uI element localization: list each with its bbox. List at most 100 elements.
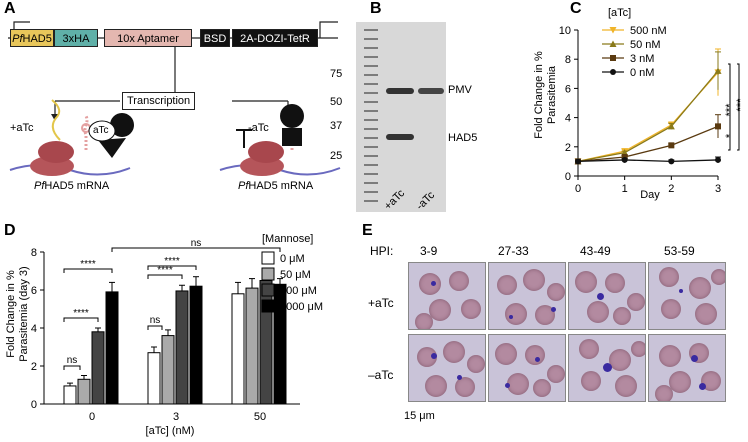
d-ylabel-1: Fold Change in % [5, 270, 17, 358]
parasite [699, 383, 706, 390]
d-bar [77, 378, 91, 405]
micrograph-tile [408, 334, 486, 402]
c-point [575, 158, 581, 165]
c-xtick-label: 1 [622, 183, 628, 195]
hpi-label: HPI: [370, 244, 394, 258]
panel-d-label: D [4, 222, 16, 239]
c-legend-label: 50 nM [630, 39, 661, 51]
parasite [603, 363, 612, 372]
d-xtick-label: 0 [89, 411, 95, 423]
c-point [621, 156, 628, 163]
red-blood-cell [695, 303, 717, 325]
micrograph-tile [488, 262, 566, 330]
c-legend-title: [aTc] [608, 7, 631, 19]
d-sig-ns2: ns [150, 315, 161, 326]
d-legend-label: 50 μM [280, 269, 311, 281]
c-point [621, 149, 629, 156]
hpi-col-2: 27-33 [498, 244, 529, 258]
red-blood-cell [615, 375, 637, 397]
d-legend-label: 0 μM [280, 253, 305, 265]
construct-3xha: 3xHA [54, 29, 98, 47]
promoter-right-arrow [319, 21, 338, 38]
c-legend-marker [609, 27, 617, 34]
d-bar [63, 385, 77, 405]
d-ytick-label: 2 [31, 361, 37, 373]
d-sig-b: **** [73, 308, 89, 319]
red-blood-cell [701, 371, 721, 391]
c-ylabel-2: Parasitemia [546, 65, 558, 124]
red-blood-cell [575, 271, 597, 293]
d-legend-swatch [261, 267, 275, 281]
parasite [535, 357, 540, 362]
micrograph-tile [488, 334, 566, 402]
red-blood-cell [659, 345, 681, 367]
scale-bar-label: 15 μm [404, 410, 435, 422]
band-had5-plus [386, 134, 414, 140]
d-legend-swatch [261, 251, 275, 265]
c-series-line [577, 159, 719, 163]
parasite [509, 315, 513, 319]
parasite [691, 355, 698, 362]
minus-atc-label: -aTc [248, 122, 269, 134]
red-blood-cell [533, 379, 551, 397]
ribosome-large-left [38, 141, 74, 163]
red-blood-cell [547, 365, 565, 383]
c-point [668, 142, 675, 149]
ribosome-large-right [248, 141, 284, 163]
c-legend-label: 0 nM [630, 67, 654, 79]
transcription-label: Transcription [122, 92, 196, 110]
red-blood-cell [613, 307, 631, 325]
d-ylabel-2: Parasitemia (day 3) [18, 266, 30, 361]
red-blood-cell [443, 341, 465, 363]
c-xtick-label: 0 [575, 183, 581, 195]
d-xlabel: [aTc] (nM) [146, 425, 195, 437]
c-ytick-label: 2 [565, 142, 571, 154]
d-bar [231, 293, 245, 405]
panel-a-diagram [8, 21, 341, 176]
red-blood-cell [525, 345, 545, 365]
d-legend-label: 1000 μM [280, 301, 323, 313]
micrograph-tile [568, 262, 646, 330]
micrograph-tile [648, 334, 726, 402]
c-point [715, 156, 721, 163]
scale-bar [410, 422, 446, 424]
red-blood-cell [417, 347, 437, 367]
d-sig-ns3: ns [191, 238, 202, 249]
red-blood-cell [627, 293, 645, 311]
c-xtick-label: 2 [668, 183, 674, 195]
aptamer-hairpin-left [83, 115, 89, 150]
band-label-pmv: PMV [448, 84, 472, 96]
marker-37: 37 [330, 120, 343, 132]
d-bar [259, 280, 273, 405]
red-blood-cell [547, 283, 565, 301]
red-blood-cell [449, 271, 469, 291]
red-blood-cell [455, 377, 475, 397]
parasite [457, 375, 462, 380]
band-label-had5: HAD5 [448, 132, 478, 144]
red-blood-cell [609, 349, 631, 371]
d-sig-a: **** [80, 259, 96, 270]
d-bar [175, 290, 189, 405]
c-legend-label: 500 nM [630, 25, 667, 37]
c-series-line [577, 125, 719, 163]
red-blood-cell [581, 371, 601, 391]
c-legend-label: 3 nM [630, 53, 654, 65]
c-ytick-label: 10 [559, 25, 571, 37]
red-blood-cell [631, 341, 645, 357]
red-blood-cell [587, 301, 609, 323]
c-point [714, 67, 722, 74]
parasite [431, 353, 437, 359]
micrograph-tile [408, 262, 486, 330]
micrograph-tile [648, 262, 726, 330]
mrna-right-label: PfHAD5 mRNA [238, 180, 314, 192]
d-bar [189, 285, 203, 405]
red-blood-cell [497, 275, 517, 295]
d-ytick-label: 0 [31, 399, 37, 411]
marker-50: 50 [330, 96, 343, 108]
d-sig-c: **** [164, 256, 180, 267]
panel-b-label: B [370, 0, 382, 17]
c-ytick-label: 6 [565, 83, 571, 95]
red-blood-cell [415, 313, 433, 329]
c-point [715, 123, 721, 130]
row-label-minus: –aTc [368, 368, 394, 382]
